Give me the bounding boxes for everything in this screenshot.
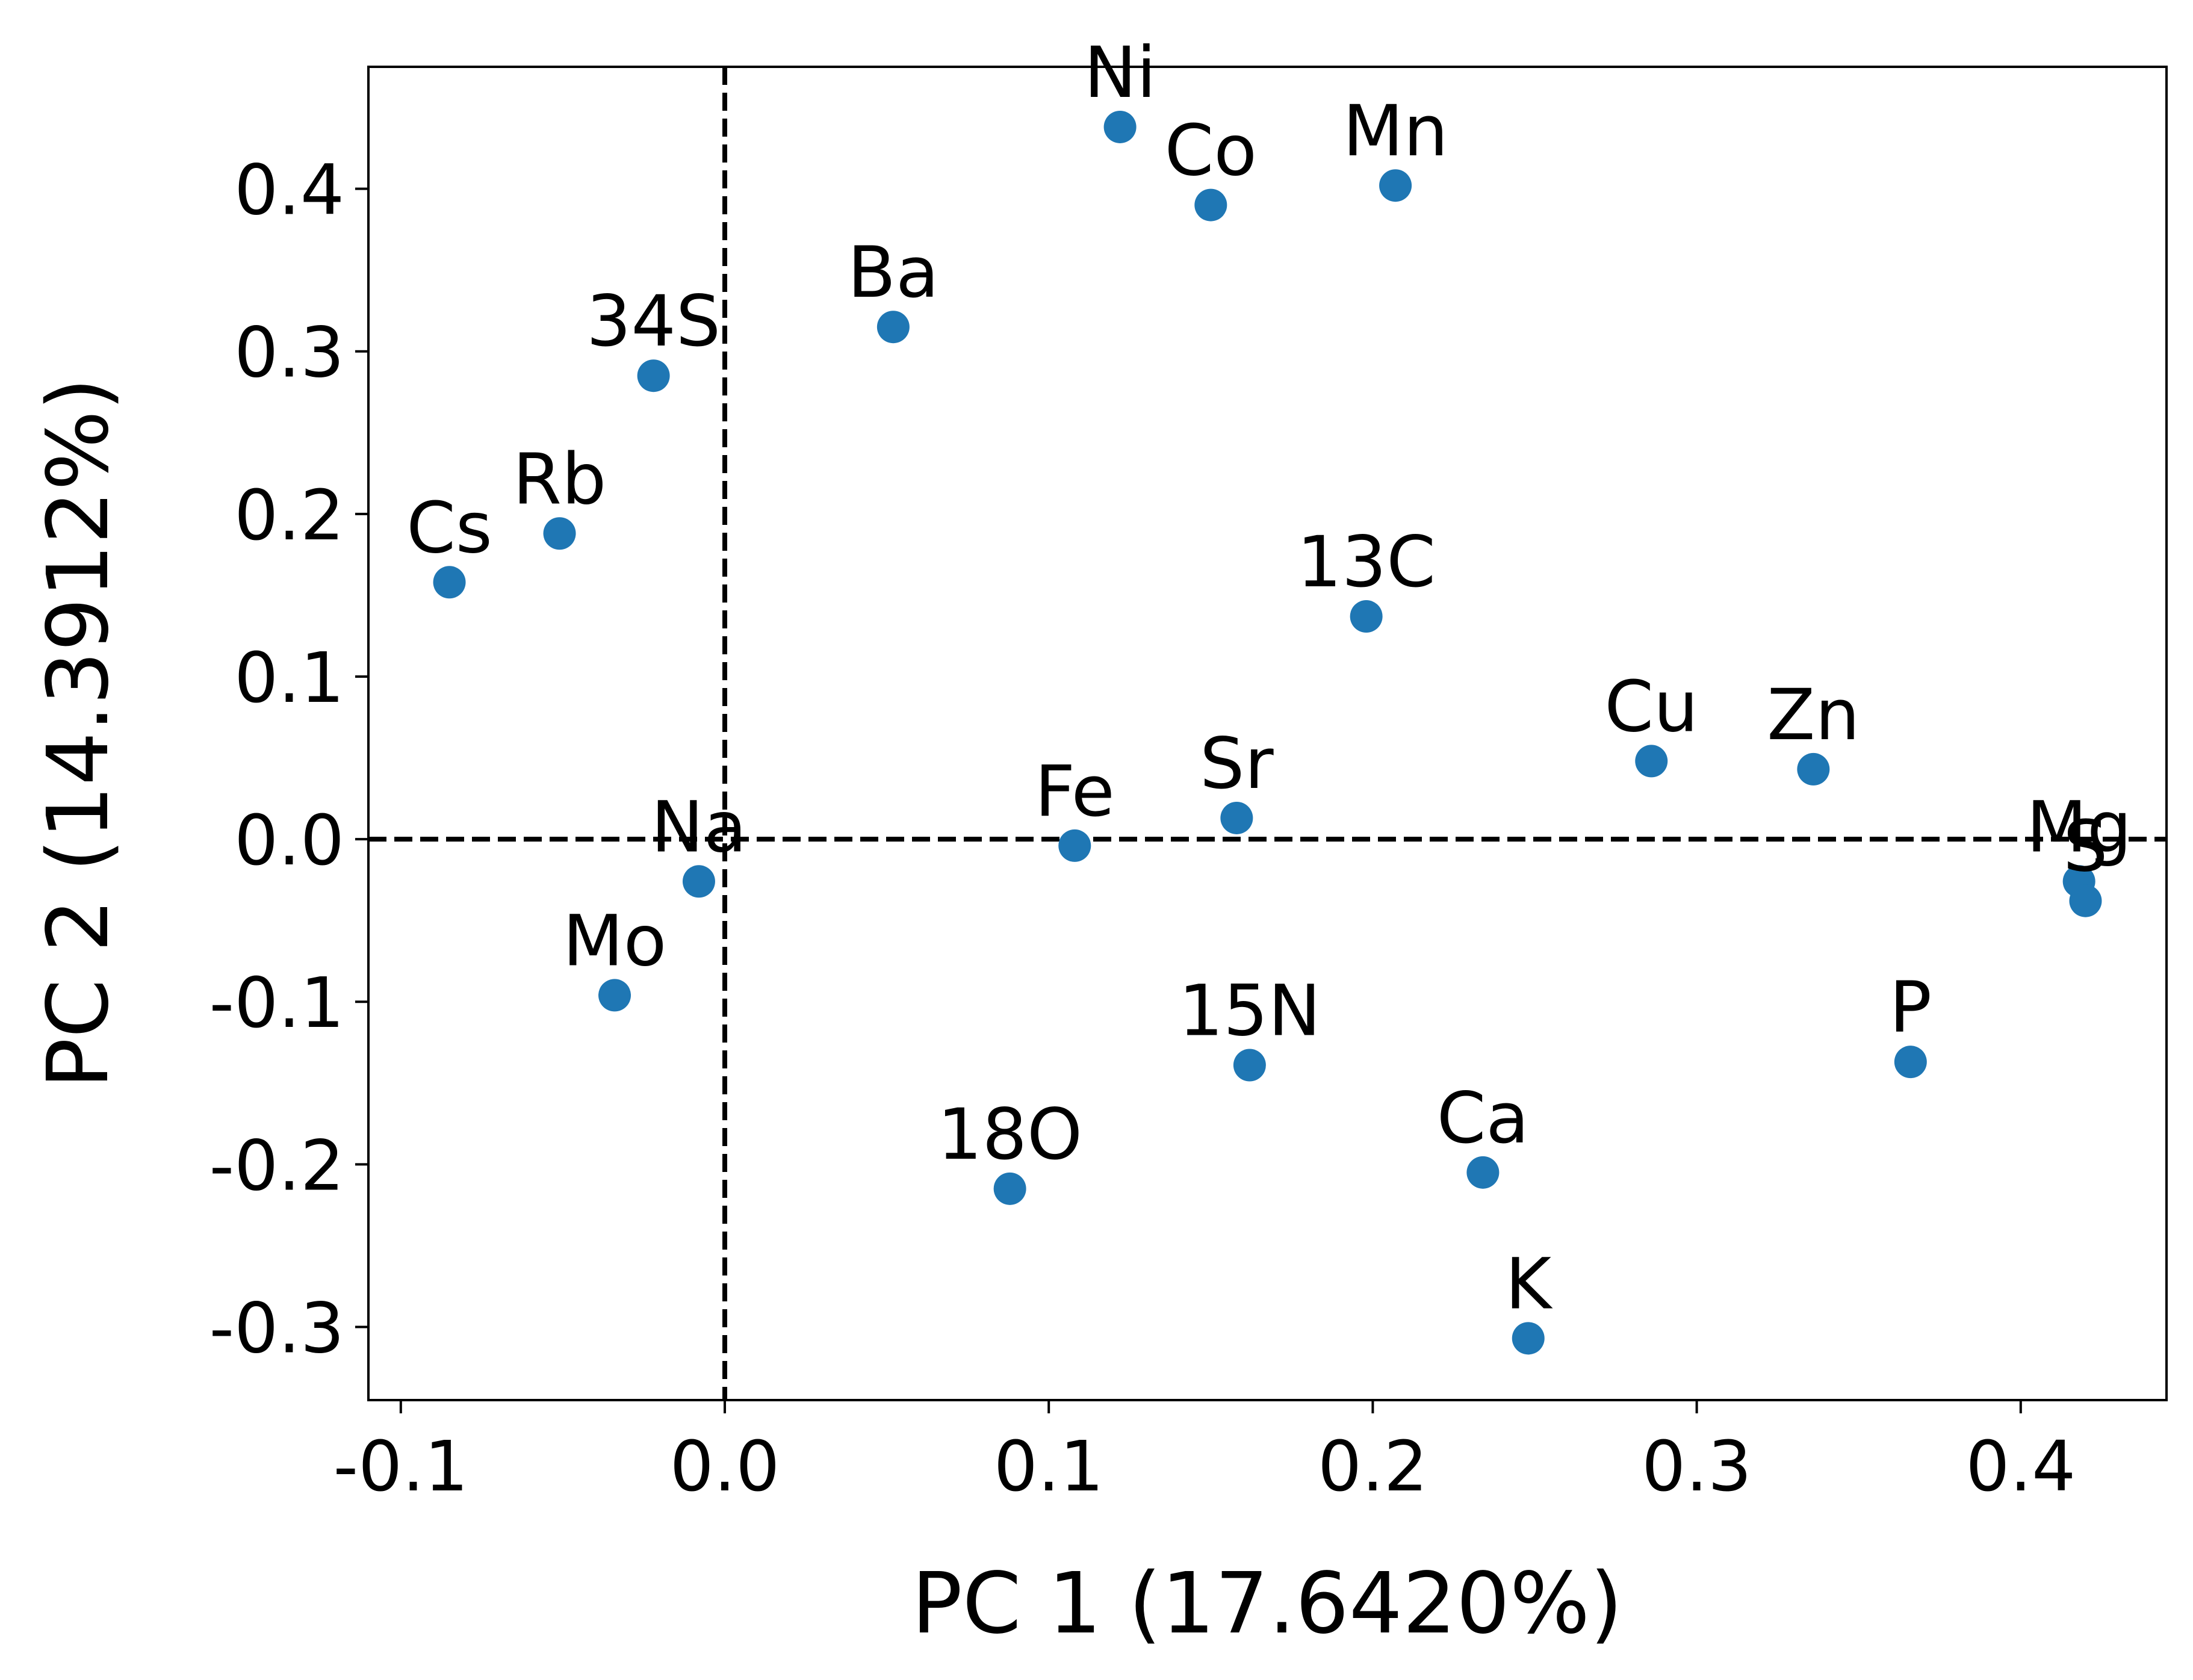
data-point [993,1172,1026,1205]
data-point [1797,752,1830,786]
y-tick-label: 0.4 [234,150,344,231]
point-label: K [1505,1242,1553,1325]
point-label: Rb [513,438,607,520]
x-tick-label: 0.1 [994,1427,1104,1507]
x-axis-title: PC 1 (17.6420%) [911,1555,1622,1653]
x-tick-label: 0.2 [1318,1427,1428,1507]
y-tick-label: -0.1 [209,963,344,1044]
point-label: 15N [1179,970,1321,1052]
point-label: Cs [406,486,492,569]
point-label: Ca [1437,1077,1529,1159]
reference-lines [368,67,2167,1400]
point-label: Zn [1767,674,1860,756]
point-label: Sr [1200,722,1274,805]
data-point [1894,1046,1927,1079]
data-point [1220,801,1253,834]
x-axis-ticks: -0.1 0.0 0.1 0.2 0.3 0.4 [333,1400,2076,1507]
point-label: 34S [586,280,721,362]
data-point [1058,829,1091,862]
point-label: Mg [2026,786,2132,868]
point-label: Na [651,786,746,868]
y-axis-title: PC 2 (14.3912%) [29,377,128,1088]
point-label: 18O [937,1093,1082,1176]
data-point [1350,600,1383,633]
point-label: 13C [1297,521,1436,603]
data-point [1512,1322,1545,1355]
data-point [1379,169,1412,202]
data-point [1233,1049,1266,1082]
plot-area [368,67,2167,1400]
data-point [2069,884,2102,917]
data-point [1466,1156,1500,1189]
point-label: Ba [848,231,939,314]
y-axis-ticks: -0.3 -0.2 -0.1 0.0 0.1 0.2 0.3 0.4 [209,150,368,1369]
y-tick-label: 0.3 [234,313,344,394]
data-point [433,566,466,599]
x-tick-label: 0.4 [1965,1427,2076,1507]
point-label: Fe [1035,750,1115,832]
point-label: Co [1165,110,1257,192]
x-tick-label: -0.1 [333,1427,468,1507]
y-tick-label: 0.0 [234,801,344,881]
data-points [433,110,2102,1355]
point-label: Cu [1604,665,1698,748]
x-tick-label: 0.3 [1642,1427,1752,1507]
data-point [543,517,576,550]
point-label: S [2063,805,2108,888]
data-point [1194,188,1227,222]
point-label: Ni [1084,31,1156,114]
data-point [1635,745,1668,778]
point-label: P [1890,966,1932,1049]
x-tick-label: 0.0 [670,1427,780,1507]
plot-frame [367,66,2168,1401]
data-point [876,311,910,344]
y-tick-label: -0.3 [209,1288,344,1369]
data-point [682,865,715,898]
point-label: Mn [1343,90,1448,172]
y-tick-label: -0.2 [209,1126,344,1206]
data-point [637,359,670,392]
data-point [1103,110,1137,143]
y-tick-label: 0.1 [234,638,344,719]
y-tick-label: 0.2 [234,476,344,556]
data-point [598,979,631,1012]
point-label: Mo [563,899,667,982]
